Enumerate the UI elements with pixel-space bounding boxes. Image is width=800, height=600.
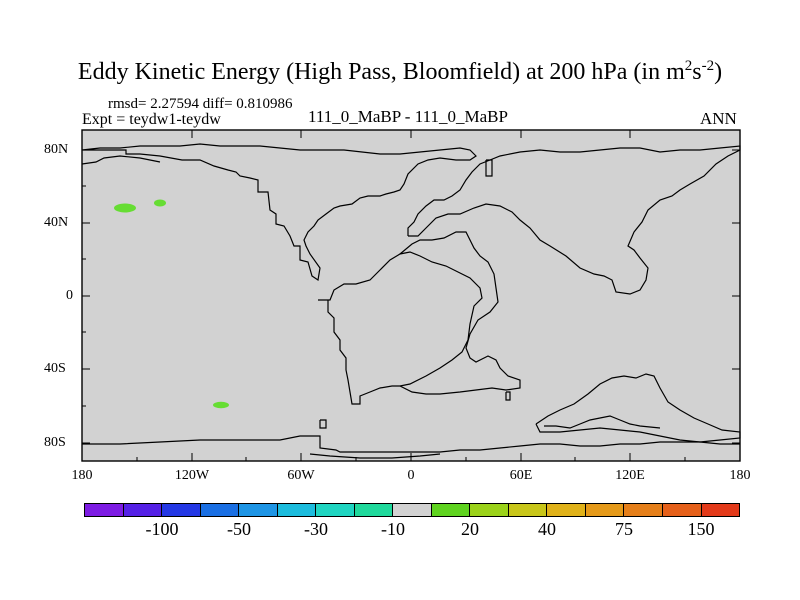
colorbar-swatch	[162, 504, 201, 516]
case-label: 111_0_MaBP - 111_0_MaBP	[308, 107, 508, 126]
map-background	[82, 130, 740, 461]
coastline-eurasia	[407, 145, 741, 295]
colorbar-label: 75	[615, 519, 633, 539]
coastlines	[81, 143, 741, 459]
coastline-north-america	[81, 143, 477, 282]
experiment-label: Expt = teydw1-teydw	[82, 111, 221, 128]
season-label: ANN	[700, 109, 737, 128]
colorbar-swatch	[123, 504, 163, 516]
anomaly-blob-north-pacific-west	[114, 203, 136, 213]
coastline-sea-island	[544, 415, 661, 429]
lon-tick-label: 120E	[615, 468, 645, 483]
anomaly-blob-north-pacific-east	[154, 199, 166, 207]
lat-tick-label: 40S	[44, 361, 66, 376]
lat-tick-label: 80N	[44, 142, 69, 157]
colorbar-label: -50	[227, 519, 251, 539]
coastline-antarctica	[82, 435, 740, 453]
colorbar-swatch	[662, 504, 702, 516]
colorbar-swatch	[239, 504, 278, 516]
coastline-island-north	[485, 159, 493, 177]
lon-tick-label: 120W	[174, 468, 210, 483]
coastline-australia	[535, 373, 741, 443]
colorbar-label: 20	[461, 519, 479, 539]
colorbar-swatch	[508, 504, 548, 516]
lon-tick-marks	[81, 130, 741, 461]
colorbar-swatch	[354, 504, 394, 516]
colorbar-swatch	[547, 504, 586, 516]
coastline-africa	[399, 231, 521, 395]
lon-tick-label: 180	[71, 468, 93, 483]
lat-tick-label: 40N	[44, 215, 69, 230]
colorbar-label: -10	[381, 519, 405, 539]
colorbar-swatch	[585, 504, 625, 516]
coastline-arctic	[81, 155, 161, 165]
lon-tick-label: 0	[407, 468, 415, 483]
colorbar-swatch	[393, 504, 432, 516]
lon-tick-label: 180	[729, 468, 751, 483]
colorbar-swatch	[277, 504, 317, 516]
lon-tick-label: 60W	[287, 468, 315, 483]
lat-tick-label: 80S	[44, 435, 66, 450]
colorbar-swatch	[431, 504, 471, 516]
lat-tick-marks	[82, 149, 740, 444]
stats-label: rmsd= 2.27594 diff= 0.810986	[108, 96, 293, 112]
lat-tick-label: 0	[66, 288, 73, 303]
colorbar-swatch	[470, 504, 509, 516]
colorbar	[84, 503, 740, 517]
coastline-island-south	[505, 391, 511, 401]
colorbar-label: 150	[687, 519, 715, 539]
colorbar-label: -100	[145, 519, 179, 539]
anomaly-blob-south-pacific	[213, 401, 229, 409]
colorbar-swatch	[624, 504, 663, 516]
colorbar-swatch	[316, 504, 355, 516]
colorbar-label: 40	[538, 519, 556, 539]
coastline-island-antarctic	[319, 419, 327, 429]
colorbar-swatch	[200, 504, 240, 516]
plot-title: Eddy Kinetic Energy (High Pass, Bloomfie…	[77, 58, 723, 85]
colorbar-swatch	[85, 504, 124, 516]
colorbar-label: -30	[304, 519, 328, 539]
coastline-south-america	[318, 251, 483, 405]
coastline-antarctic-inner	[309, 453, 441, 459]
colorbar-swatch	[701, 504, 740, 516]
lon-tick-label: 60E	[509, 468, 533, 483]
